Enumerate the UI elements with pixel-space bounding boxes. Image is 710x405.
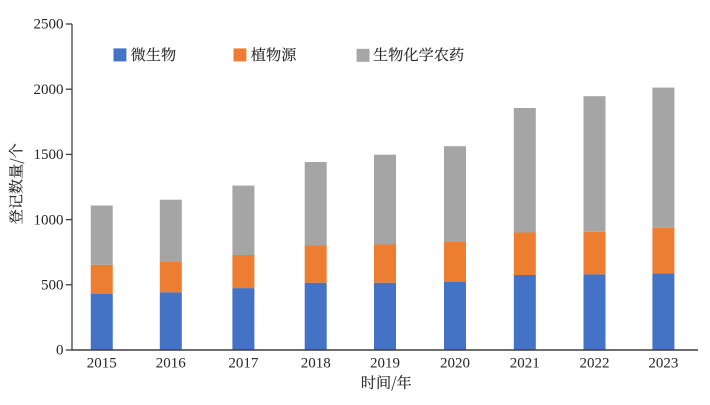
svg-text:1500: 1500	[34, 147, 64, 163]
svg-text:500: 500	[41, 278, 64, 294]
svg-text:2017: 2017	[228, 356, 259, 372]
svg-text:2023: 2023	[648, 356, 678, 372]
svg-text:2020: 2020	[440, 356, 470, 372]
svg-text:2000: 2000	[34, 82, 64, 98]
svg-text:1000: 1000	[34, 212, 64, 228]
svg-text:2500: 2500	[34, 17, 64, 33]
svg-text:2021: 2021	[510, 356, 540, 372]
svg-text:2022: 2022	[580, 356, 610, 372]
svg-text:2018: 2018	[301, 356, 331, 372]
svg-text:2015: 2015	[87, 356, 117, 372]
svg-text:0: 0	[56, 343, 64, 359]
svg-text:2019: 2019	[370, 356, 400, 372]
svg-text:2016: 2016	[156, 356, 187, 372]
